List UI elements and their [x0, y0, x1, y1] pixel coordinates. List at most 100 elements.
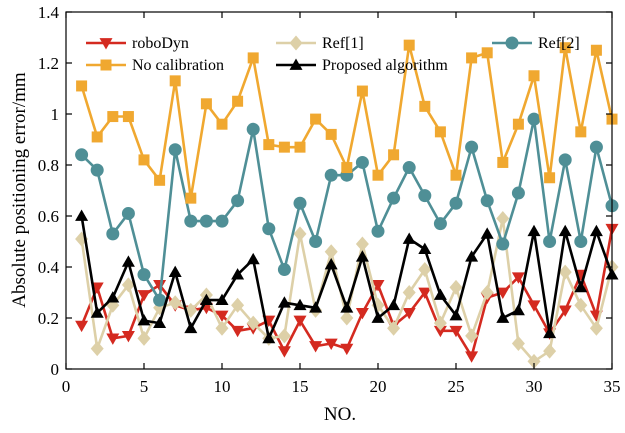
data-point	[107, 111, 119, 123]
data-point	[278, 141, 290, 153]
data-point	[465, 328, 479, 344]
legend-marker	[100, 59, 112, 71]
data-point	[122, 111, 134, 123]
data-point	[137, 330, 151, 346]
data-point	[527, 353, 541, 369]
x-tick-label: 5	[140, 377, 149, 396]
series-2	[75, 112, 619, 307]
data-point	[215, 320, 229, 336]
data-point	[309, 235, 323, 248]
data-point	[324, 338, 338, 350]
legend: roboDyn Ref[1] Ref[2] No calibration Propose…	[86, 35, 580, 74]
data-point	[341, 162, 353, 174]
data-point	[76, 80, 88, 92]
legend-marker	[505, 36, 519, 50]
data-point	[309, 341, 323, 353]
data-point	[246, 315, 260, 331]
data-point	[263, 139, 275, 151]
data-point	[137, 290, 151, 302]
y-tick-label: 0.8	[38, 156, 59, 175]
data-point	[402, 285, 416, 300]
y-tick-label: 1.2	[38, 54, 59, 73]
data-point	[277, 263, 291, 277]
data-point	[465, 250, 479, 262]
data-point	[121, 330, 135, 343]
data-point	[528, 70, 540, 82]
data-point	[277, 346, 291, 358]
data-point	[544, 172, 556, 184]
data-point	[481, 47, 493, 59]
data-point	[168, 295, 182, 311]
data-point	[496, 287, 510, 299]
data-point	[433, 288, 447, 300]
data-point	[511, 336, 525, 351]
data-point	[402, 308, 416, 320]
legend-label: Proposed algorithm	[322, 57, 448, 74]
data-point	[153, 316, 167, 328]
data-point	[589, 140, 603, 154]
data-point	[403, 39, 415, 51]
data-point	[325, 128, 337, 140]
data-point	[355, 250, 369, 262]
data-point	[309, 301, 323, 313]
series-3	[76, 39, 618, 204]
y-axis-title: Absolute positioning error/mm	[9, 72, 30, 308]
data-point	[511, 186, 525, 200]
data-point	[184, 214, 198, 228]
data-point	[575, 126, 587, 138]
data-point	[121, 255, 135, 267]
data-point	[543, 343, 557, 359]
data-point	[340, 343, 354, 356]
data-point	[480, 285, 494, 300]
data-point	[371, 224, 385, 238]
data-point	[169, 75, 181, 87]
data-point	[340, 301, 354, 313]
data-point	[199, 293, 213, 306]
data-point	[262, 331, 276, 344]
legend-item-0: roboDyn	[86, 35, 189, 52]
data-point	[215, 293, 229, 306]
data-point	[527, 112, 541, 126]
data-point	[418, 242, 432, 255]
data-point	[466, 52, 478, 64]
data-point	[387, 298, 401, 311]
data-point	[558, 305, 572, 317]
x-tick-label: 10	[214, 377, 231, 396]
data-point	[527, 300, 541, 312]
data-point	[293, 315, 307, 328]
y-tick-label: 0	[51, 360, 60, 379]
data-point	[262, 222, 276, 236]
series-line	[80, 117, 614, 302]
data-point	[106, 291, 120, 303]
data-point	[246, 122, 260, 136]
data-point	[90, 306, 104, 318]
data-point	[449, 196, 463, 210]
data-point	[231, 297, 245, 313]
data-point	[434, 126, 446, 138]
legend-marker	[99, 38, 113, 50]
data-point	[449, 308, 463, 321]
data-point	[433, 315, 447, 331]
data-point	[527, 224, 541, 237]
legend-item-4: Proposed algorithm	[276, 57, 448, 74]
data-point	[465, 140, 479, 154]
data-point	[121, 206, 135, 220]
data-point	[231, 268, 245, 280]
data-point	[356, 85, 368, 97]
data-point	[496, 211, 510, 227]
data-point	[168, 265, 182, 277]
data-point	[75, 320, 89, 333]
data-point	[324, 257, 338, 270]
x-tick-label: 25	[448, 377, 465, 396]
data-point	[574, 280, 588, 293]
y-tick-label: 0.6	[38, 207, 59, 226]
data-point	[496, 311, 510, 323]
data-point	[246, 252, 260, 265]
x-tick-label: 35	[604, 377, 621, 396]
data-point	[153, 279, 167, 292]
legend-label: Ref[1]	[322, 35, 364, 52]
x-tick-label: 0	[62, 377, 71, 396]
data-point	[310, 113, 322, 125]
data-point	[449, 279, 463, 295]
data-point	[75, 148, 89, 162]
